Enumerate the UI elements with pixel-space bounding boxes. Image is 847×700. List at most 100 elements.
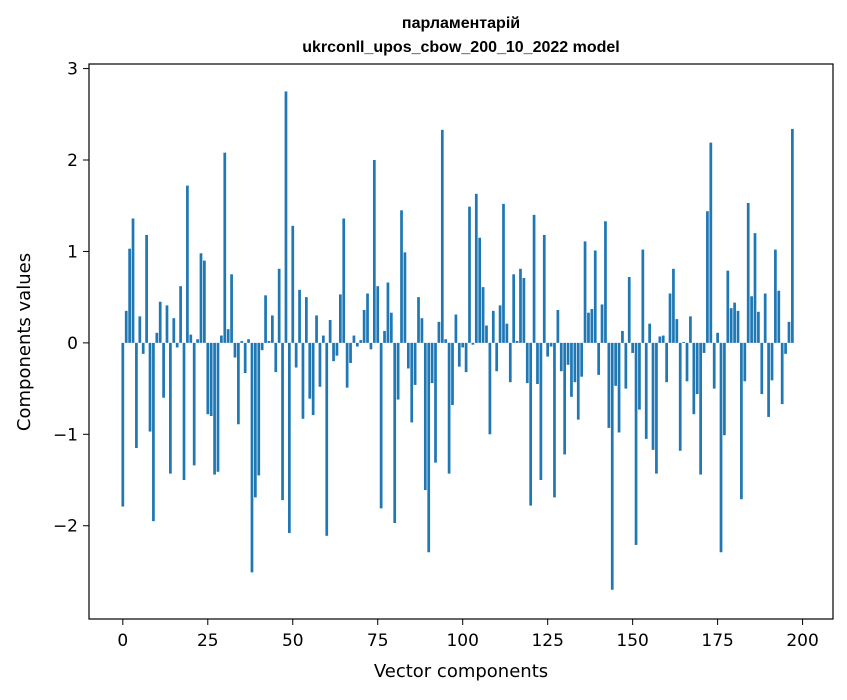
bar-194 — [780, 342, 784, 405]
bar-108 — [488, 342, 492, 435]
bar-90 — [427, 342, 431, 553]
bar-171 — [702, 342, 706, 353]
bar-117 — [519, 268, 522, 343]
chart-title-line-2: ukrconll_upos_cbow_200_10_2022 model — [302, 39, 619, 56]
bar-173 — [709, 142, 713, 343]
y-tick-label-0: 0 — [67, 334, 78, 354]
bar-6 — [141, 342, 145, 354]
bar-56 — [311, 342, 315, 416]
bar-148 — [624, 342, 628, 389]
bar-104 — [474, 193, 478, 343]
y-axis-label: Components values — [14, 253, 35, 431]
bar-125 — [546, 342, 550, 357]
bar-155 — [648, 323, 651, 343]
bar-57 — [315, 315, 318, 343]
bar-65 — [342, 218, 346, 343]
bar-123 — [539, 342, 543, 481]
bar-172 — [706, 211, 709, 343]
x-axis-label: Vector components — [374, 661, 548, 682]
bar-103 — [471, 342, 475, 345]
bar-59 — [321, 335, 325, 343]
bar-189 — [763, 293, 767, 343]
bar-16 — [175, 342, 179, 348]
bar-39 — [254, 342, 257, 498]
bar-106 — [481, 287, 485, 343]
bar-105 — [478, 237, 482, 343]
x-tick-label-150: 150 — [616, 631, 648, 651]
bar-179 — [729, 308, 733, 343]
bar-75 — [376, 286, 380, 343]
bar-164 — [678, 342, 682, 451]
bar-70 — [359, 340, 363, 343]
x-tick-label-25: 25 — [197, 631, 219, 651]
bar-33 — [233, 342, 237, 358]
bar-66 — [345, 342, 349, 388]
bar-0 — [121, 342, 125, 507]
bar-197 — [791, 128, 794, 343]
bar-55 — [308, 342, 312, 399]
bar-4 — [135, 342, 138, 449]
bar-190 — [767, 342, 770, 417]
bar-85 — [410, 342, 414, 423]
bar-151 — [634, 342, 638, 545]
bar-88 — [420, 318, 424, 343]
bar-30 — [223, 152, 227, 343]
bar-41 — [260, 342, 264, 351]
x-tick-label-75: 75 — [367, 631, 389, 651]
bar-99 — [457, 342, 461, 367]
bar-19 — [186, 185, 189, 343]
bar-121 — [532, 214, 536, 343]
bar-17 — [179, 286, 182, 343]
bar-124 — [542, 234, 546, 343]
bar-78 — [386, 282, 390, 343]
bar-138 — [590, 309, 594, 343]
bar-122 — [536, 342, 539, 385]
bar-80 — [393, 342, 397, 523]
bar-131 — [566, 342, 570, 365]
bar-135 — [580, 342, 584, 377]
bar-139 — [593, 250, 597, 343]
bar-76 — [379, 342, 383, 509]
bar-160 — [665, 342, 668, 383]
bar-29 — [220, 335, 223, 343]
bar-119 — [525, 342, 529, 384]
y-axis-ticks: −2 −1 0 1 2 3 — [53, 60, 89, 537]
bar-156 — [651, 342, 655, 450]
bar-150 — [631, 342, 634, 353]
y-tick-label-3: 3 — [67, 60, 78, 80]
bar-82 — [400, 210, 403, 343]
bar-8 — [148, 342, 152, 432]
bar-91 — [430, 342, 434, 384]
bar-2 — [128, 248, 131, 343]
bar-26 — [209, 342, 213, 417]
bar-133 — [573, 342, 577, 383]
bar-143 — [607, 342, 611, 428]
bar-97 — [451, 342, 454, 406]
y-tick-label-1: 1 — [67, 242, 78, 262]
bar-128 — [556, 309, 560, 343]
bar-183 — [743, 342, 747, 382]
bar-127 — [553, 342, 556, 498]
bar-50 — [291, 225, 295, 343]
bar-48 — [284, 91, 288, 343]
bar-60 — [325, 342, 329, 536]
plot-frame — [88, 63, 834, 620]
bar-134 — [576, 342, 580, 420]
bar-182 — [740, 342, 743, 500]
x-tick-label-50: 50 — [282, 631, 304, 651]
x-tick-label-125: 125 — [531, 631, 563, 651]
bar-43 — [267, 341, 271, 343]
bar-58 — [318, 342, 322, 387]
bar-158 — [658, 336, 662, 343]
bar-181 — [736, 310, 740, 343]
bar-9 — [152, 342, 155, 522]
bar-196 — [787, 321, 791, 343]
bar-95 — [444, 339, 448, 343]
bar-13 — [165, 305, 169, 343]
bar-161 — [668, 293, 672, 343]
bar-141 — [600, 304, 604, 343]
bar-52 — [298, 289, 301, 343]
x-tick-label-100: 100 — [446, 631, 478, 651]
bar-109 — [491, 310, 495, 343]
bar-96 — [447, 342, 451, 474]
